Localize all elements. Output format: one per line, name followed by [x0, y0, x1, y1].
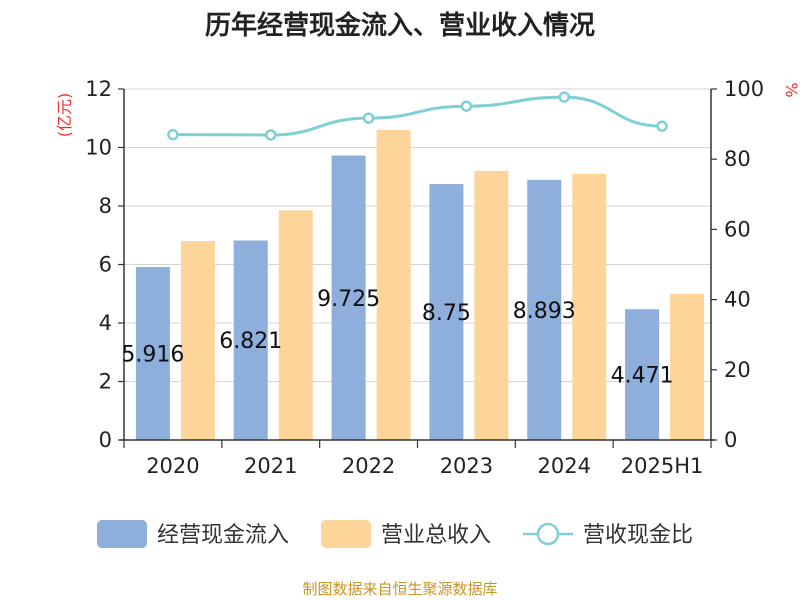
right-tick-label: 0	[724, 428, 737, 452]
ratio-point-2021	[265, 129, 277, 141]
bars	[135, 129, 705, 440]
x-tick-label: 2023	[440, 454, 493, 478]
left-tick-label: 2	[99, 370, 112, 394]
left-tick-label: 10	[85, 136, 112, 160]
x-tick-label: 2022	[342, 454, 395, 478]
left-tick-label: 8	[99, 194, 112, 218]
ratio-point-2023	[460, 100, 473, 112]
legend-swatch-revenue	[321, 520, 371, 548]
bar-revenue-2023	[474, 170, 509, 440]
data-label-cash-inflow: 9.725	[317, 287, 380, 312]
ratio-line-path	[172, 95, 663, 137]
data-label-cash-inflow: 5.916	[121, 342, 184, 367]
legend-label-ratio: 营收现金比	[583, 523, 693, 548]
gridlines	[124, 88, 711, 382]
data-label-cash-inflow: 8.75	[422, 301, 471, 326]
x-tick-label: 2020	[146, 454, 199, 478]
left-axis-unit: (亿元)	[55, 93, 74, 138]
bar-cash-inflow-2021	[233, 240, 268, 440]
ratio-point-2025H1	[656, 120, 668, 132]
data-label-cash-inflow: 4.471	[611, 364, 674, 389]
bar-revenue-2025H1	[670, 293, 705, 440]
left-tick-label: 6	[99, 253, 112, 277]
data-label-cash-inflow: 6.821	[219, 329, 282, 354]
legend-label-revenue: 营业总收入	[381, 523, 491, 548]
left-tick-label: 12	[85, 77, 112, 101]
ratio-point-2022	[362, 112, 375, 124]
bar-revenue-2020	[180, 241, 215, 440]
bar-cash-inflow-2022	[331, 155, 366, 440]
x-tick-label: 2025H1	[621, 454, 704, 478]
axes: 0 2 4 6 8 10 12 0 20 40 60 80 100 2020 2021 2022 2023 202…	[85, 77, 764, 478]
left-tick-label: 0	[99, 428, 112, 452]
chart-title: 历年经营现金流入、营业收入情况	[205, 10, 595, 41]
bar-cash-inflow-2024	[527, 179, 562, 440]
ratio-point-2020	[167, 128, 179, 141]
bar-revenue-2024	[572, 173, 607, 440]
legend-swatch-cash-inflow	[97, 520, 147, 548]
data-labels: 5.916 6.821 9.725 8.75 8.893 4.471	[121, 287, 673, 389]
bar-revenue-2021	[278, 210, 313, 440]
right-tick-label: 60	[724, 217, 751, 241]
right-tick-label: 80	[724, 147, 751, 171]
ratio-point-2024	[558, 91, 570, 103]
bar-cash-inflow-2023	[429, 184, 464, 440]
right-tick-label: 20	[724, 358, 751, 382]
right-axis-unit: %	[782, 82, 800, 97]
bar-cash-inflow-2025H1	[625, 309, 660, 440]
source-note: 制图数据来自恒生聚源数据库	[302, 580, 497, 598]
right-tick-label: 40	[724, 288, 751, 312]
x-tick-label: 2024	[538, 454, 591, 478]
data-label-cash-inflow: 8.893	[513, 299, 576, 324]
bar-cash-inflow-2020	[135, 266, 170, 440]
left-tick-label: 4	[99, 311, 112, 335]
bar-revenue-2022	[376, 129, 411, 440]
x-tick-label: 2021	[244, 454, 297, 478]
right-tick-label: 100	[724, 77, 764, 101]
ratio-line	[167, 91, 668, 141]
legend-swatch-ratio-marker	[536, 522, 560, 546]
legend-label-cash-inflow: 经营现金流入	[157, 523, 289, 548]
legend: 经营现金流入 营业总收入 营收现金比	[97, 520, 693, 548]
